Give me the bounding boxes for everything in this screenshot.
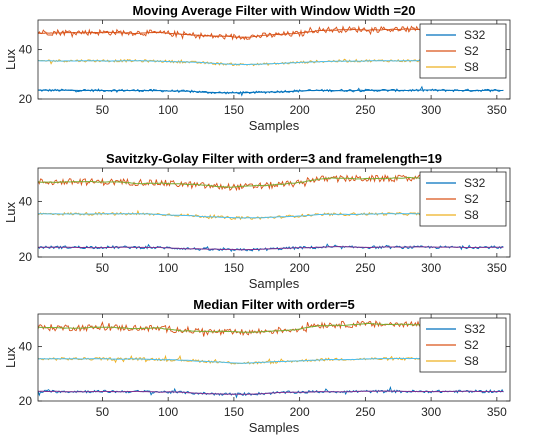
legend-label-s2: S2 [464,192,479,206]
x-tick-label: 300 [421,261,441,275]
legend-label-s32: S32 [464,28,486,42]
x-tick-label: 250 [355,261,375,275]
filtered-line-s32 [38,89,504,94]
x-axis-label: Samples [249,420,300,435]
x-tick-label: 100 [158,103,178,117]
x-tick-label: 50 [96,261,110,275]
legend-label-s2: S2 [464,338,479,352]
x-tick-label: 150 [224,261,244,275]
chart-panel-2: Savitzky-Golay Filter with order=3 and f… [3,151,511,291]
y-tick-label: 40 [19,340,33,354]
legend-label-s8: S8 [464,208,479,222]
filtered-line-s32 [38,390,504,395]
x-tick-label: 100 [158,405,178,419]
y-axis-label: Lux [3,202,18,223]
y-tick-label: 40 [19,43,33,57]
x-tick-label: 150 [224,103,244,117]
chart-panel-3: Median Filter with order=5 50 100 150 200 250… [3,297,511,435]
x-tick-label: 200 [290,261,310,275]
legend-label-s8: S8 [464,354,479,368]
x-axis-label: Samples [249,276,300,291]
x-tick-label: 250 [355,103,375,117]
y-tick-label: 20 [19,394,33,408]
x-tick-label: 250 [355,405,375,419]
legend-label-s2: S2 [464,44,479,58]
series-line-s32 [38,385,504,399]
chart-panel-1: Moving Average Filter with Window Width … [3,3,511,133]
y-axis-label: Lux [3,347,18,368]
y-tick-label: 20 [19,92,33,106]
plot-frame [37,167,511,258]
legend: S32 S2 S8 [419,171,507,227]
chart-title: Moving Average Filter with Window Width … [132,3,415,18]
x-tick-label: 350 [487,103,507,117]
x-tick-label: 200 [290,103,310,117]
x-axis-label: Samples [249,118,300,133]
x-tick-label: 350 [487,261,507,275]
x-tick-label: 50 [96,103,110,117]
y-tick-label: 40 [19,194,33,208]
y-tick-label: 20 [19,250,33,264]
plot-frame [37,313,511,402]
x-tick-label: 300 [421,103,441,117]
legend-label-s32: S32 [464,176,486,190]
x-tick-label: 100 [158,261,178,275]
x-tick-label: 50 [96,405,110,419]
chart-title: Savitzky-Golay Filter with order=3 and f… [106,151,442,166]
plot-frame [37,19,511,100]
legend-label-s8: S8 [464,60,479,74]
filtered-line-s32 [38,245,504,251]
y-axis-label: Lux [3,49,18,70]
x-tick-label: 300 [421,405,441,419]
x-tick-label: 200 [290,405,310,419]
legend-label-s32: S32 [464,322,486,336]
legend: S32 S2 S8 [419,23,507,79]
series-line-s32 [38,85,504,97]
chart-title: Median Filter with order=5 [193,297,354,312]
x-tick-label: 350 [487,405,507,419]
legend: S32 S2 S8 [419,317,507,373]
x-tick-label: 150 [224,405,244,419]
